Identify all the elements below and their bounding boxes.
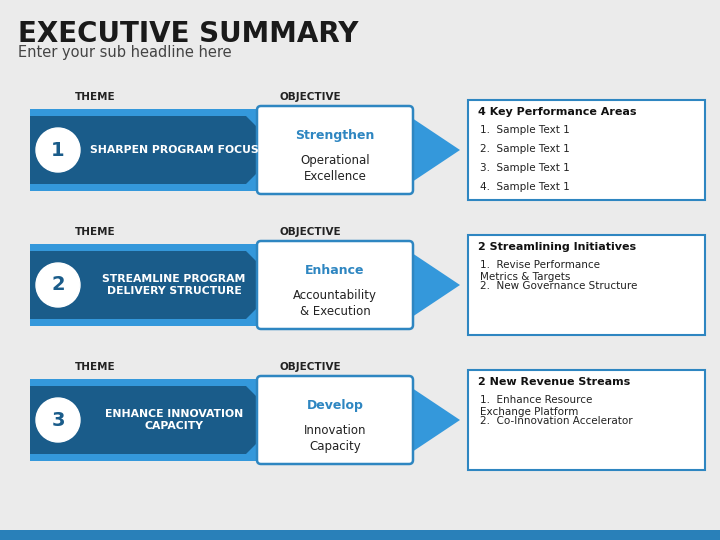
- Text: OBJECTIVE: OBJECTIVE: [279, 362, 341, 372]
- Text: THEME: THEME: [75, 92, 115, 102]
- FancyBboxPatch shape: [468, 100, 705, 200]
- Text: STREAMLINE PROGRAM
DELIVERY STRUCTURE: STREAMLINE PROGRAM DELIVERY STRUCTURE: [102, 274, 246, 296]
- FancyBboxPatch shape: [257, 241, 413, 329]
- Polygon shape: [30, 244, 460, 326]
- Circle shape: [36, 398, 80, 442]
- Polygon shape: [30, 386, 280, 454]
- Text: Develop: Develop: [307, 400, 364, 413]
- Text: 2: 2: [51, 275, 65, 294]
- Text: Operational
Excellence: Operational Excellence: [300, 154, 370, 183]
- Text: OBJECTIVE: OBJECTIVE: [279, 227, 341, 237]
- Text: Enter your sub headline here: Enter your sub headline here: [18, 45, 232, 60]
- Text: THEME: THEME: [75, 362, 115, 372]
- Text: 1.  Revise Performance
Metrics & Targets: 1. Revise Performance Metrics & Targets: [480, 260, 600, 282]
- FancyBboxPatch shape: [257, 106, 413, 194]
- Polygon shape: [30, 379, 460, 461]
- Text: Accountability
& Execution: Accountability & Execution: [293, 289, 377, 318]
- Polygon shape: [30, 116, 280, 184]
- Text: EXECUTIVE SUMMARY: EXECUTIVE SUMMARY: [18, 20, 359, 48]
- Text: 1.  Sample Text 1: 1. Sample Text 1: [480, 125, 570, 135]
- Text: 2 New Revenue Streams: 2 New Revenue Streams: [478, 377, 630, 387]
- Text: SHARPEN PROGRAM FOCUS: SHARPEN PROGRAM FOCUS: [90, 145, 258, 155]
- Text: THEME: THEME: [75, 227, 115, 237]
- Polygon shape: [30, 251, 280, 319]
- Text: 3.  Sample Text 1: 3. Sample Text 1: [480, 163, 570, 173]
- FancyBboxPatch shape: [468, 235, 705, 335]
- Text: 1: 1: [51, 140, 65, 159]
- Text: 1.  Enhance Resource
Exchange Platform: 1. Enhance Resource Exchange Platform: [480, 395, 593, 417]
- Circle shape: [36, 263, 80, 307]
- FancyBboxPatch shape: [0, 530, 720, 540]
- Polygon shape: [30, 109, 460, 191]
- Text: 2.  Sample Text 1: 2. Sample Text 1: [480, 144, 570, 154]
- Text: ENHANCE INNOVATION
CAPACITY: ENHANCE INNOVATION CAPACITY: [105, 409, 243, 431]
- Text: Innovation
Capacity: Innovation Capacity: [304, 424, 366, 453]
- FancyBboxPatch shape: [257, 376, 413, 464]
- Text: 2.  New Governance Structure: 2. New Governance Structure: [480, 281, 637, 291]
- Text: 3: 3: [51, 410, 65, 429]
- Text: 4 Key Performance Areas: 4 Key Performance Areas: [478, 107, 636, 117]
- Text: 2 Streamlining Initiatives: 2 Streamlining Initiatives: [478, 242, 636, 252]
- Text: Enhance: Enhance: [305, 265, 365, 278]
- Circle shape: [36, 128, 80, 172]
- Text: 2.  Co-Innovation Accelerator: 2. Co-Innovation Accelerator: [480, 416, 633, 426]
- Text: OBJECTIVE: OBJECTIVE: [279, 92, 341, 102]
- FancyBboxPatch shape: [468, 370, 705, 470]
- Text: 4.  Sample Text 1: 4. Sample Text 1: [480, 182, 570, 192]
- Text: Strengthen: Strengthen: [295, 130, 374, 143]
